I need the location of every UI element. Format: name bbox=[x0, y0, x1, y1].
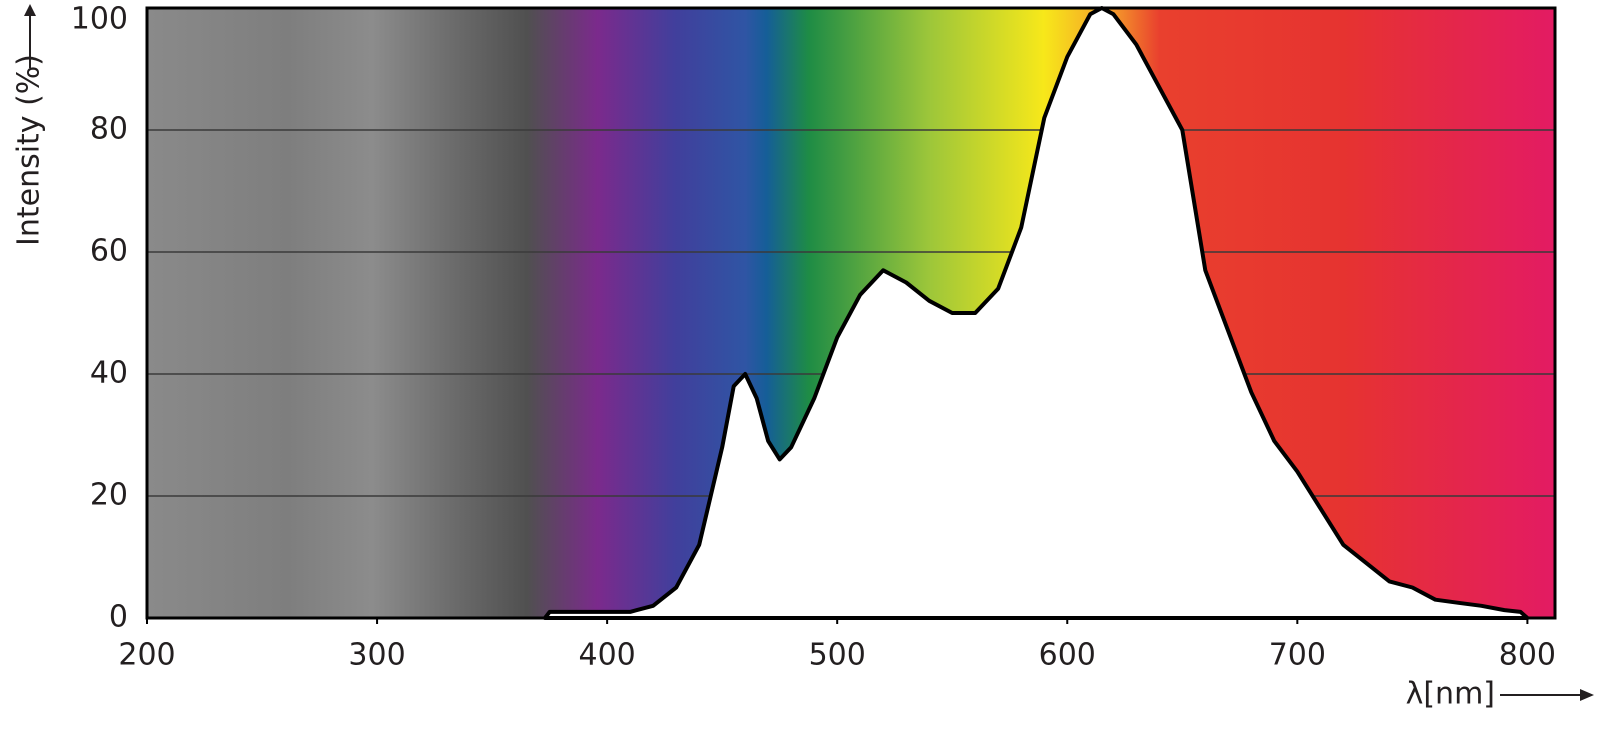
y-tick-label: 40 bbox=[90, 356, 128, 391]
x-tick-label: 500 bbox=[809, 638, 866, 673]
y-axis-label: Intensity (%) bbox=[12, 54, 47, 246]
spectrum-area bbox=[543, 6, 1530, 620]
x-axis-label: λ[nm] bbox=[1406, 677, 1495, 712]
plot-frame bbox=[145, 6, 1557, 620]
x-tick-label: 700 bbox=[1269, 638, 1326, 673]
y-tick-label: 80 bbox=[90, 112, 128, 147]
x-tick-label: 400 bbox=[578, 638, 635, 673]
x-tick-label: 800 bbox=[1499, 638, 1556, 673]
x-tick-label: 200 bbox=[118, 638, 175, 673]
y-axis-arrow bbox=[24, 4, 36, 68]
y-tick-label: 0 bbox=[109, 600, 128, 635]
x-tick-label: 300 bbox=[348, 638, 405, 673]
y-tick-label: 60 bbox=[90, 234, 128, 269]
x-tick-label: 600 bbox=[1039, 638, 1096, 673]
x-axis-arrow bbox=[1500, 689, 1594, 701]
y-tick-label: 100 bbox=[71, 2, 128, 37]
y-tick-label: 20 bbox=[90, 478, 128, 513]
